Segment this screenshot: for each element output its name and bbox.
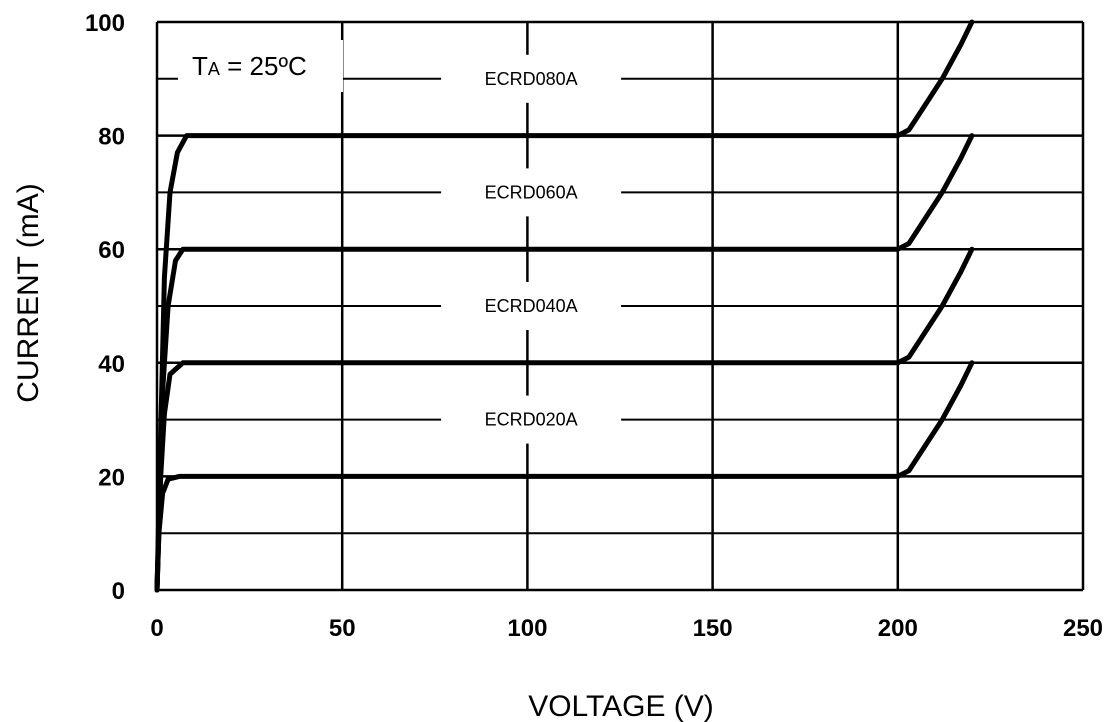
series-label: ECRD020A xyxy=(485,410,578,430)
y-tick-label: 80 xyxy=(98,124,125,151)
x-axis-label: VOLTAGE (V) xyxy=(528,690,714,722)
y-tick-label: 100 xyxy=(85,10,125,37)
series-label: ECRD040A xyxy=(485,296,578,316)
annotation-background xyxy=(178,40,343,92)
series-line xyxy=(154,133,975,593)
y-tick-label: 20 xyxy=(98,464,125,491)
label-backgrounds xyxy=(441,54,622,444)
y-tick-label: 0 xyxy=(112,578,125,605)
annotation-text: TA = 25ºC xyxy=(192,51,307,81)
y-axis-label: CURRENT (mA) xyxy=(12,183,45,402)
series-label-background xyxy=(441,395,622,444)
x-tick-label: 50 xyxy=(329,615,356,642)
x-tick-label: 250 xyxy=(1063,615,1103,642)
x-tick-label: 200 xyxy=(878,615,918,642)
series-label-background xyxy=(441,168,622,217)
y-tick-label: 40 xyxy=(98,351,125,378)
series-label: ECRD080A xyxy=(485,69,578,89)
series-line xyxy=(154,19,975,593)
x-tick-label: 0 xyxy=(150,615,163,642)
series-lines xyxy=(154,19,975,593)
series-label-background xyxy=(441,54,622,103)
series-label-background xyxy=(441,282,622,330)
y-tick-label: 60 xyxy=(98,237,125,264)
series-label: ECRD060A xyxy=(485,182,578,202)
x-tick-label: 150 xyxy=(693,615,733,642)
temperature-annotation: TA = 25ºC xyxy=(178,40,343,92)
x-tick-label: 100 xyxy=(507,615,547,642)
tick-labels: ECRD020A ECRD040A ECRD060A ECRD080A 0 50 100 15… xyxy=(85,10,1103,642)
